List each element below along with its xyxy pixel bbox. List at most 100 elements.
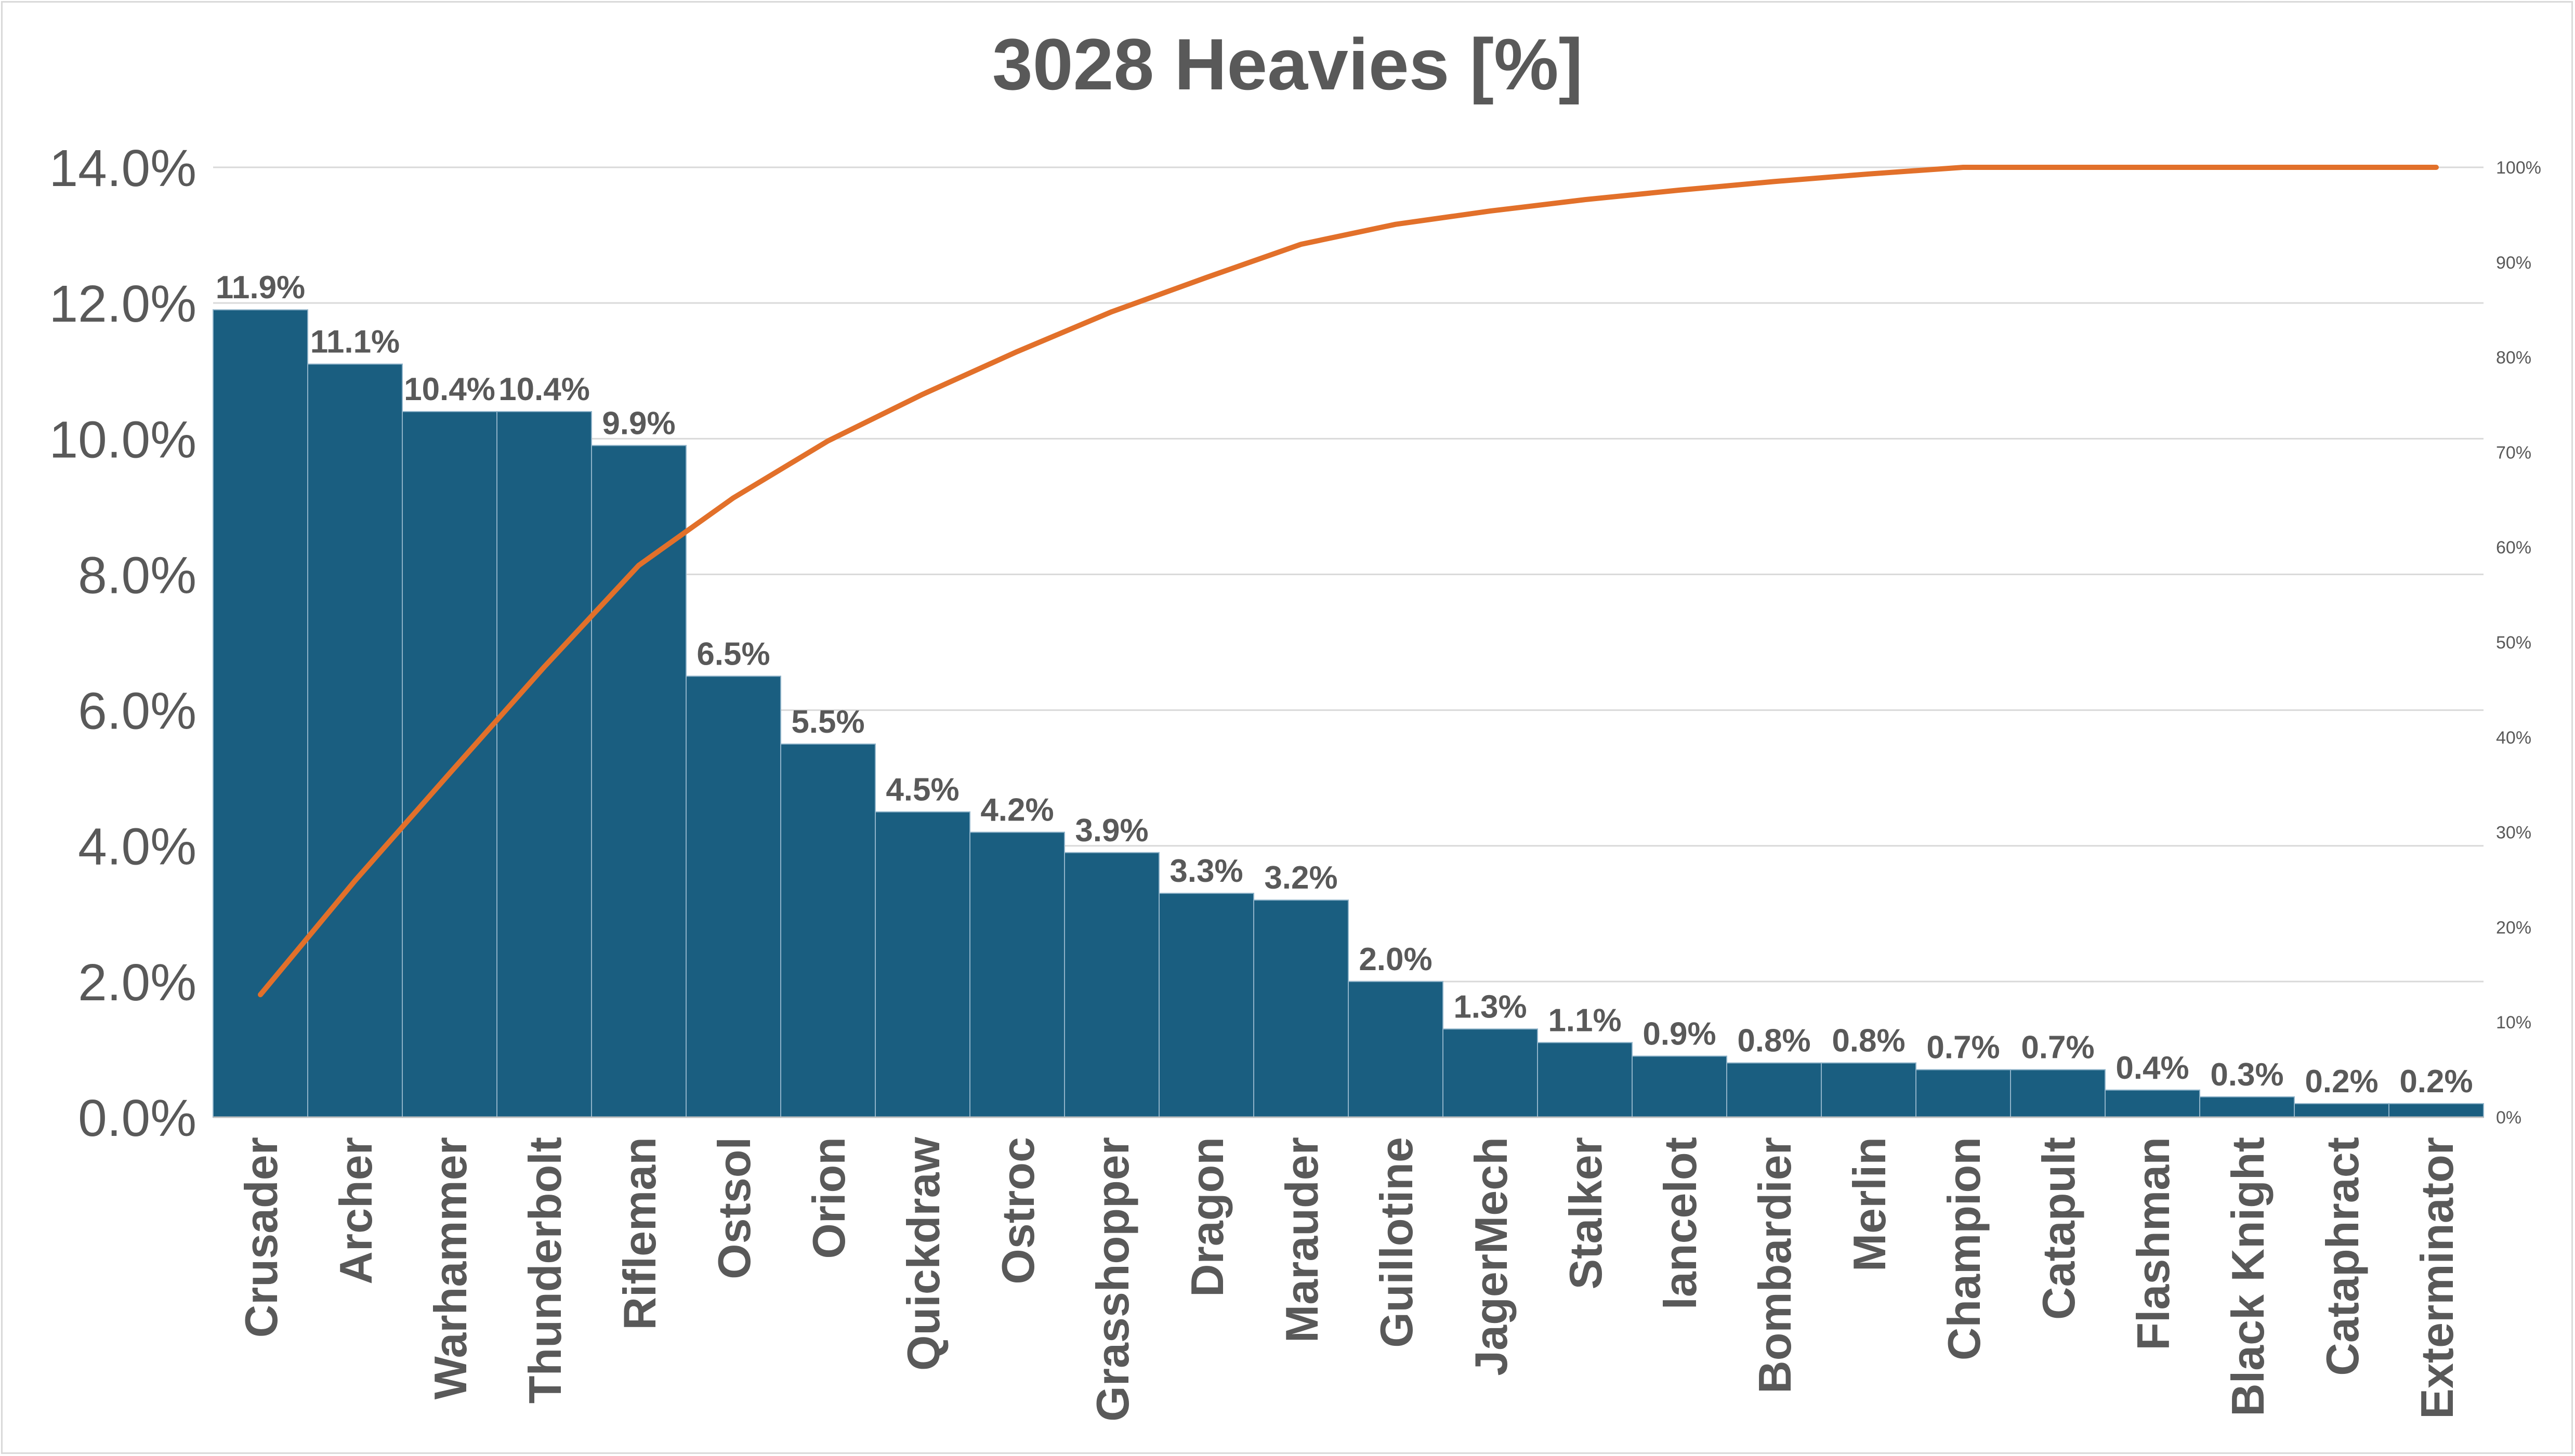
cumulative-line-group	[258, 165, 2439, 998]
x-tick-label: JagerMech	[1465, 1137, 1517, 1376]
y-tick-label: 0.0%	[78, 1089, 196, 1147]
cumulative-line	[258, 165, 2439, 998]
bar-archer	[307, 363, 403, 1118]
x-tick-label: Merlin	[1844, 1137, 1895, 1272]
bar-merlin	[1821, 1062, 1916, 1118]
bar-lancelot	[1632, 1055, 1727, 1118]
bar-marauder	[1253, 899, 1349, 1118]
x-tick-label: Cataphract	[2317, 1137, 2368, 1376]
y2-tick-label: 40%	[2496, 728, 2531, 748]
data-label: 0.8%	[1737, 1023, 1810, 1059]
data-label: 11.1%	[310, 324, 400, 360]
x-tick-label: Champion	[1938, 1137, 1990, 1360]
data-label: 0.8%	[1832, 1023, 1905, 1059]
y2-tick-label: 0%	[2496, 1108, 2521, 1128]
y-tick-label: 14.0%	[49, 139, 196, 197]
data-label: 0.7%	[2021, 1030, 2094, 1066]
y-tick-label: 10.0%	[49, 411, 196, 469]
bar-black-knight	[2199, 1096, 2295, 1118]
data-label: 3.2%	[1264, 860, 1337, 896]
x-tick-label: Warhammer	[425, 1137, 476, 1399]
x-tick-label: Marauder	[1276, 1137, 1328, 1343]
x-tick-label: Rifleman	[614, 1137, 665, 1330]
bar-flashman	[2105, 1089, 2200, 1118]
bar-grasshopper	[1064, 852, 1160, 1118]
data-label: 3.3%	[1170, 853, 1243, 889]
data-label: 10.4%	[404, 372, 495, 407]
y-tick-label: 8.0%	[78, 546, 196, 604]
x-tick-label: Quickdraw	[898, 1136, 949, 1370]
data-label: 9.9%	[602, 405, 675, 441]
data-label: 1.1%	[1548, 1002, 1621, 1038]
data-label: 0.7%	[1926, 1030, 2000, 1066]
data-label: 2.0%	[1359, 942, 1432, 977]
x-tick-label: Catapult	[2033, 1137, 2084, 1320]
bar-champion	[1915, 1069, 2011, 1118]
y2-tick-label: 20%	[2496, 918, 2531, 937]
x-tick-label: Thunderbolt	[519, 1137, 571, 1404]
data-label: 1.3%	[1453, 989, 1527, 1025]
x-tick-label: Ostroc	[992, 1137, 1044, 1285]
data-label: 0.3%	[2210, 1057, 2283, 1093]
y2-tick-label: 10%	[2496, 1013, 2531, 1033]
x-tick-label: Grasshopper	[1087, 1137, 1138, 1422]
x-tick-label: Bombardier	[1749, 1137, 1801, 1394]
bar-ostroc	[969, 831, 1065, 1118]
x-tick-label: Black Knight	[2222, 1137, 2274, 1417]
data-label: 0.9%	[1643, 1016, 1716, 1052]
y2-tick-label: 80%	[2496, 348, 2531, 368]
bar-exterminator	[2388, 1103, 2484, 1118]
y2-tick-label: 100%	[2496, 158, 2541, 178]
x-tick-label: Stalker	[1560, 1137, 1611, 1290]
y2-tick-label: 60%	[2496, 538, 2531, 558]
x-tick-label: Flashman	[2127, 1137, 2179, 1351]
bar-bombardier	[1726, 1062, 1822, 1118]
y-tick-label: 6.0%	[78, 682, 196, 740]
bar-thunderbolt	[496, 411, 592, 1118]
bars	[213, 309, 2484, 1118]
data-label: 4.2%	[980, 792, 1054, 828]
bar-orion	[780, 743, 876, 1118]
bar-guillotine	[1348, 981, 1443, 1118]
x-tick-label: lancelot	[1654, 1137, 1706, 1310]
bar-quickdraw	[875, 811, 970, 1118]
data-label: 3.9%	[1075, 813, 1148, 849]
bar-cataphract	[2294, 1103, 2389, 1118]
y2-tick-label: 70%	[2496, 443, 2531, 462]
x-tick-label: Orion	[803, 1137, 855, 1259]
y2-axis: 0% 10% 20% 30% 40% 50% 60% 70% 80% 90% 100%	[2496, 158, 2541, 1128]
bar-jagermech	[1442, 1028, 1538, 1118]
bar-rifleman	[591, 445, 687, 1118]
data-label: 5.5%	[791, 704, 864, 740]
x-tick-label: Exterminator	[2411, 1137, 2463, 1419]
bar-dragon	[1159, 893, 1254, 1118]
y-tick-label: 2.0%	[78, 954, 196, 1012]
bar-warhammer	[402, 411, 497, 1118]
x-tick-label: Ostsol	[708, 1137, 760, 1279]
x-tick-label: Crusader	[235, 1137, 287, 1338]
y-tick-label: 12.0%	[49, 275, 196, 333]
bar-ostsol	[686, 676, 781, 1118]
data-label: 0.2%	[2399, 1064, 2473, 1100]
data-label: 0.2%	[2305, 1064, 2378, 1100]
bar-crusader	[213, 309, 308, 1118]
data-labels: 11.9%11.1%10.4% 10.4%9.9%6.5%5.5%4.5%4.2%…	[216, 270, 2473, 1100]
data-label: 11.9%	[216, 270, 305, 306]
y2-tick-label: 50%	[2496, 633, 2531, 653]
data-label: 0.4%	[2116, 1050, 2189, 1086]
y2-tick-label: 90%	[2496, 253, 2531, 273]
bar-stalker	[1537, 1042, 1633, 1118]
chart-title: 3028 Heavies [%]	[992, 23, 1583, 105]
y-tick-label: 4.0%	[78, 818, 196, 876]
data-label: 10.4%	[498, 372, 590, 407]
x-tick-label: Guillotine	[1371, 1137, 1422, 1348]
data-label: 4.5%	[886, 772, 959, 808]
data-label: 6.5%	[697, 636, 770, 672]
y-axis: 0.0% 2.0% 4.0% 6.0% 8.0% 10.0% 12.0% 14.0%	[49, 139, 196, 1147]
x-tick-label: Dragon	[1181, 1137, 1233, 1297]
x-tick-label: Archer	[330, 1137, 382, 1285]
x-axis: Crusader Archer Warhammer Thunderbolt Riflem…	[213, 1116, 2484, 1422]
